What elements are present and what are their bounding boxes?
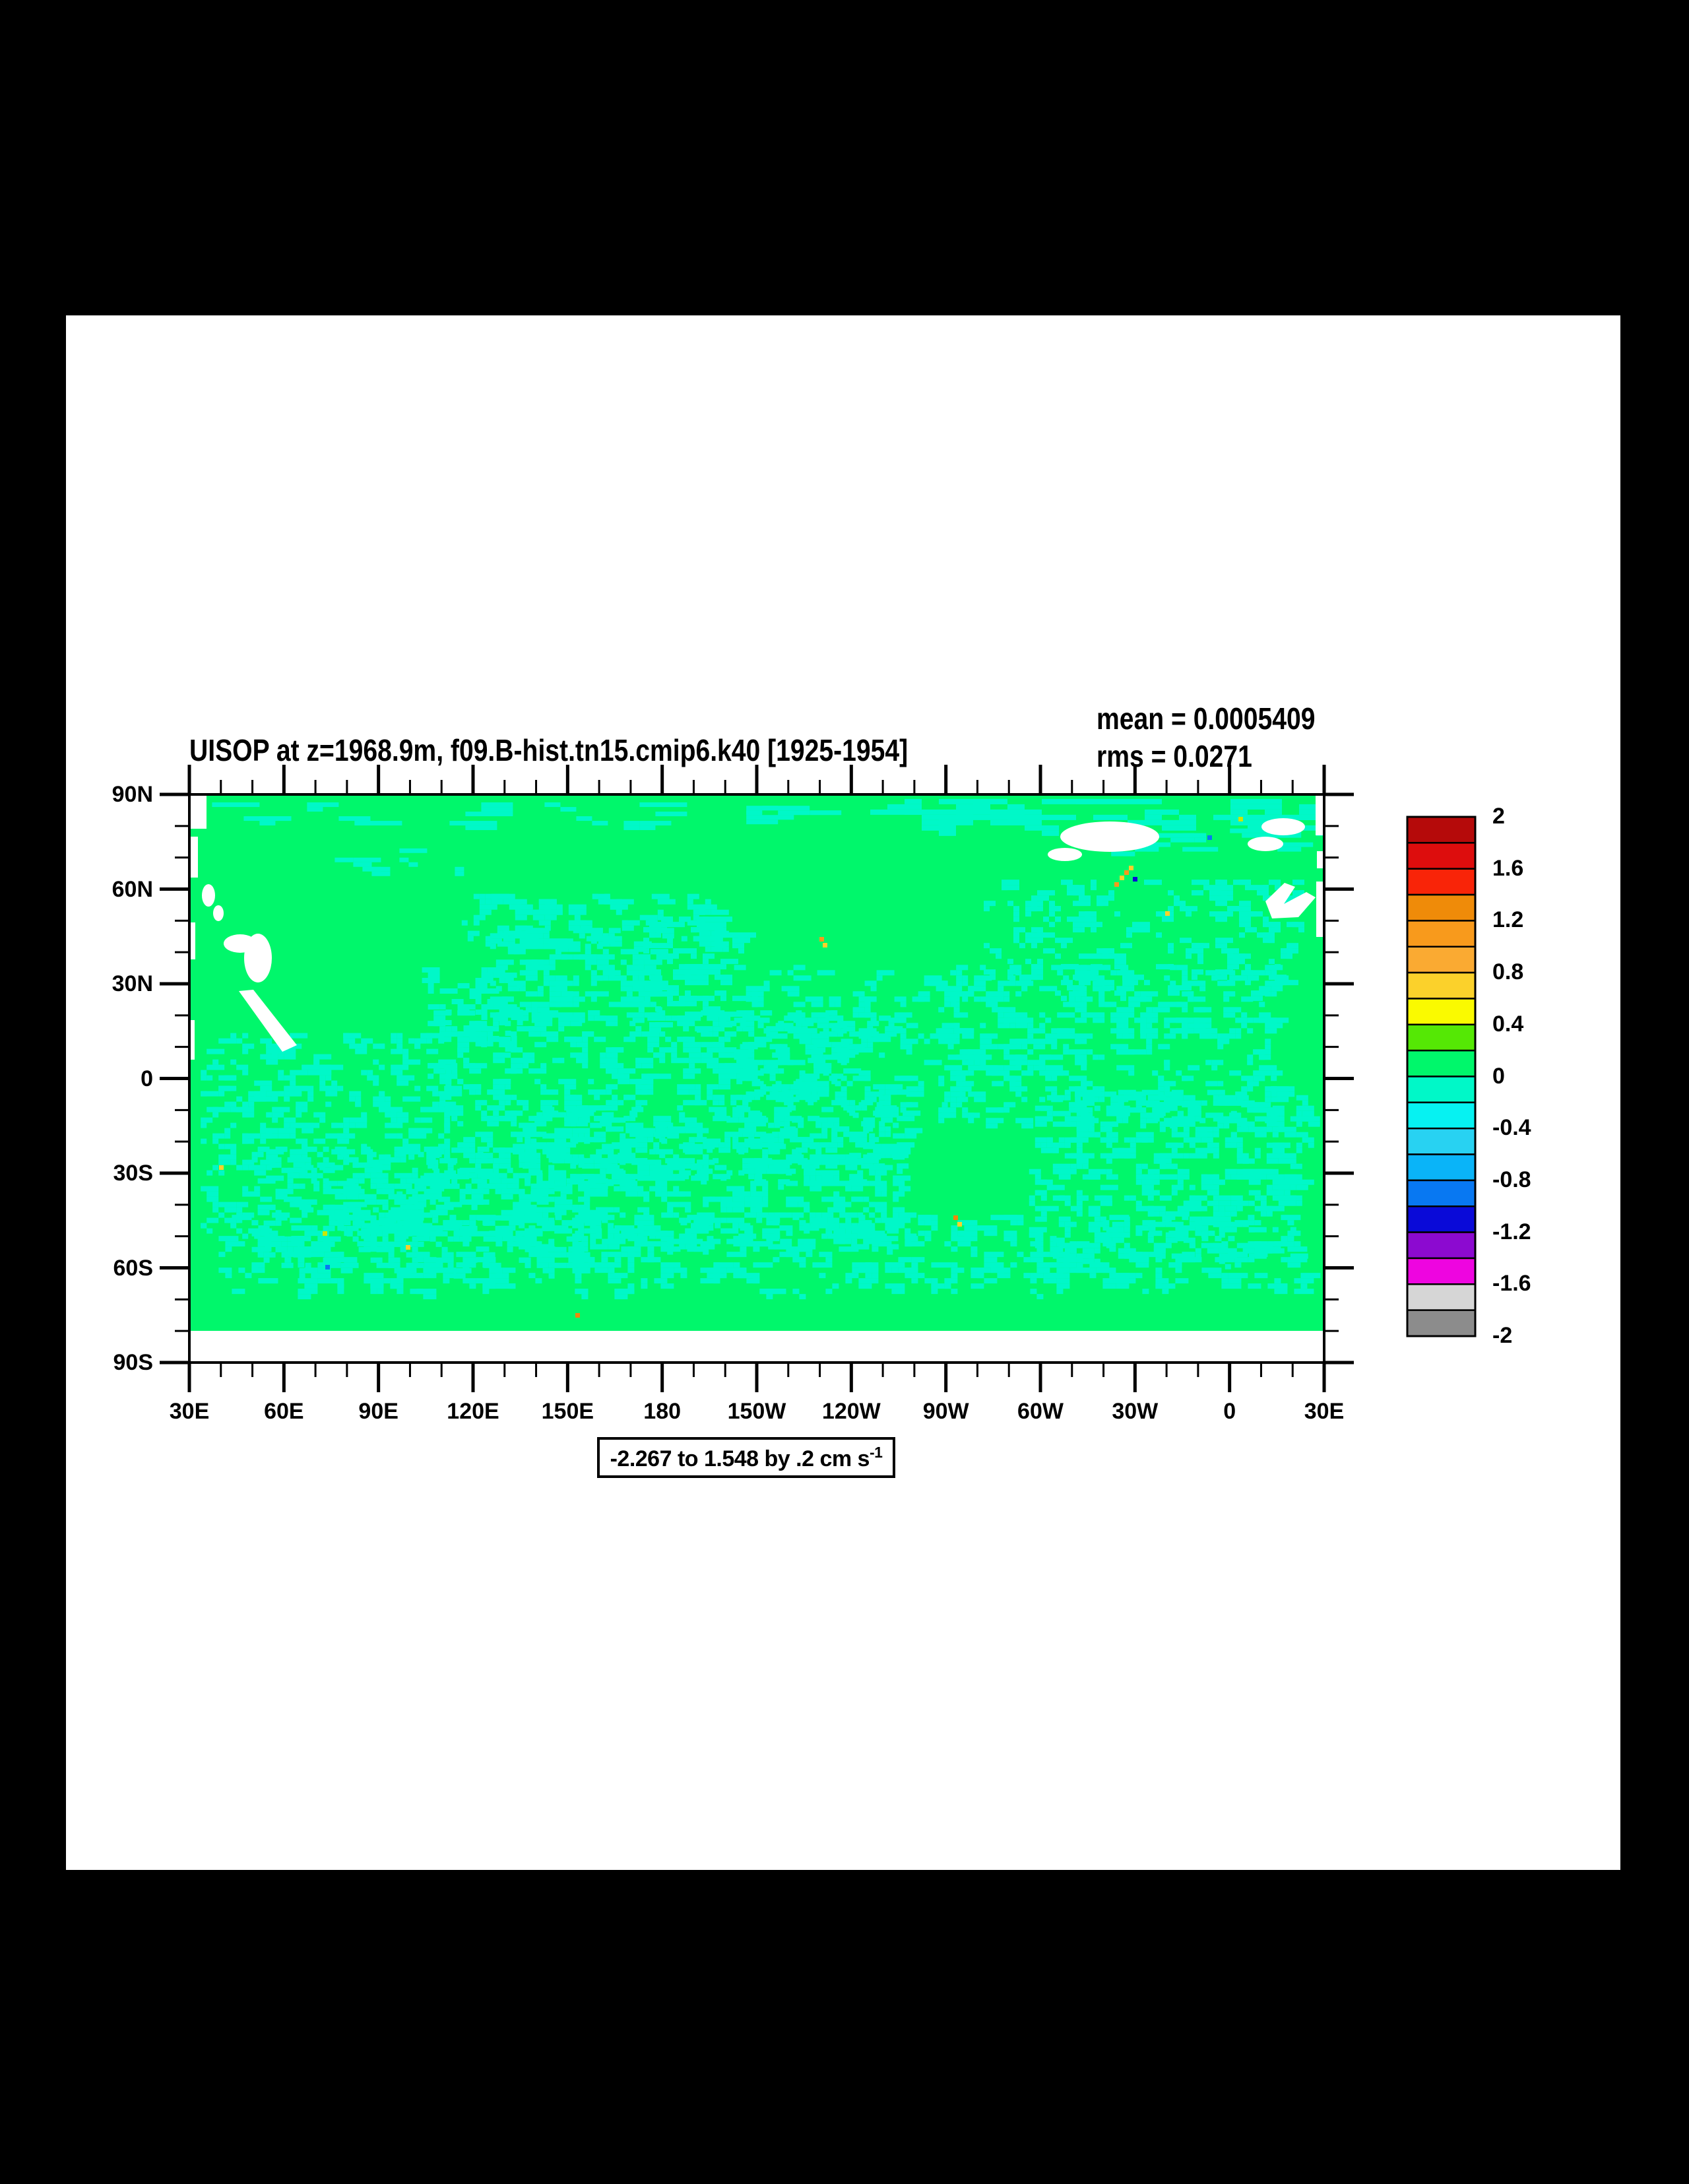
x-axis-tick-label: 150W	[727, 1399, 786, 1424]
colorbar-tick-label: -0.8	[1492, 1167, 1531, 1192]
x-axis-tick-label: 150E	[541, 1399, 594, 1424]
outlier-specks	[219, 817, 1243, 1318]
x-axis-tick-label: 120W	[821, 1399, 881, 1424]
colorbar-tick-label: -1.2	[1492, 1219, 1531, 1244]
x-axis-tick-label: 30E	[1304, 1399, 1345, 1424]
y-axis-tick-label: 90N	[112, 782, 153, 807]
contour-range-caption-box: -2.267 to 1.548 by .2 cm s-1	[597, 1437, 895, 1478]
colorbar-tick-label: 1.6	[1492, 855, 1524, 881]
major-ticks	[160, 765, 1354, 1392]
colorbar-tick-label: 0.8	[1492, 959, 1524, 985]
land-masses	[189, 796, 1324, 1060]
colorbar-cell	[1406, 971, 1477, 1000]
colorbar-cell	[1406, 1076, 1477, 1104]
colorbar-cell	[1406, 1309, 1477, 1337]
colorbar-cell	[1406, 842, 1477, 870]
colorbar-cell	[1406, 1127, 1477, 1155]
x-axis-tick-label: 60E	[264, 1399, 304, 1424]
colorbar-cell	[1406, 868, 1477, 896]
y-axis-tick-label: 90S	[113, 1350, 154, 1375]
y-axis-tick-label: 60S	[113, 1255, 154, 1281]
x-axis-tick-label: 30W	[1112, 1399, 1159, 1424]
colorbar-tick-label: -2	[1492, 1323, 1513, 1348]
x-axis-tick-label: 120E	[447, 1399, 499, 1424]
colorbar-cell	[1406, 946, 1477, 974]
plot-title: UISOP at z=1968.9m, f09.B-hist.tn15.cmip…	[189, 733, 908, 767]
colorbar-cell	[1406, 1283, 1477, 1311]
negative-anomaly-patches	[201, 798, 1323, 1300]
x-axis-tick-label: 90E	[358, 1399, 398, 1424]
x-axis-tick-label: 30E	[169, 1399, 210, 1424]
colorbar-cell	[1406, 1153, 1477, 1182]
x-axis-tick-label: 60W	[1017, 1399, 1064, 1424]
minor-ticks	[175, 780, 1339, 1377]
colorbar-cell	[1406, 1023, 1477, 1052]
colorbar-cell	[1406, 920, 1477, 948]
colorbar-tick-label: 0.4	[1492, 1011, 1524, 1037]
contour-range-caption: -2.267 to 1.548 by .2 cm s-1	[610, 1443, 883, 1471]
colorbar-cell	[1406, 1049, 1477, 1077]
y-axis-tick-label: 60N	[112, 876, 153, 902]
colorbar-cell	[1406, 1179, 1477, 1207]
colorbar-cell	[1406, 1101, 1477, 1130]
colorbar-cell	[1406, 1205, 1477, 1233]
y-axis-tick-label: 30N	[112, 971, 153, 996]
caption-superscript: -1	[869, 1443, 883, 1461]
colorbar-cell	[1406, 816, 1477, 844]
y-axis-tick-label: 30S	[113, 1161, 154, 1186]
colorbar-cell	[1406, 998, 1477, 1026]
colorbar-tick-label: 0	[1492, 1063, 1505, 1089]
rms-statistic: rms = 0.0271	[1097, 739, 1252, 773]
y-axis-tick-label: 0	[141, 1066, 153, 1091]
colorbar-tick-label: 1.2	[1492, 907, 1524, 933]
x-axis-tick-label: 90W	[922, 1399, 969, 1424]
x-axis-tick-label: 180	[643, 1399, 682, 1424]
colorbar-tick-label: -0.4	[1492, 1115, 1531, 1141]
colorbar-cell	[1406, 1257, 1477, 1285]
colorbar-cell	[1406, 893, 1477, 922]
colorbar-tick-label: -1.6	[1492, 1271, 1531, 1297]
colorbar-tick-label: 2	[1492, 804, 1505, 829]
colorbar	[1406, 816, 1477, 1337]
mean-statistic: mean = 0.0005409	[1097, 701, 1316, 736]
colorbar-cell	[1406, 1231, 1477, 1260]
x-axis-tick-label: 0	[1223, 1399, 1236, 1424]
